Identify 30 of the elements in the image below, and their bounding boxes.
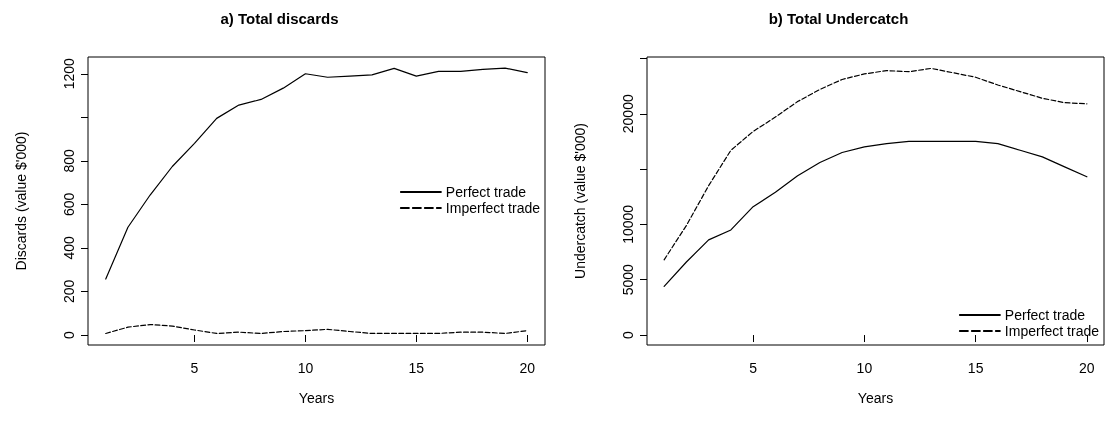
legend-label: Perfect trade	[445, 184, 527, 200]
x-tick-label: 15	[967, 360, 984, 376]
y-tick-label: 5000	[620, 263, 636, 296]
chart-title: a) Total discards	[220, 10, 339, 27]
x-tick-label: 10	[297, 360, 314, 376]
y-tick-label: 800	[61, 148, 77, 173]
y-tick-label: 400	[61, 236, 77, 260]
x-axis-title: Years	[857, 390, 894, 406]
y-tick-label: 0	[620, 330, 636, 339]
x-tick-label: 15	[408, 360, 425, 376]
x-tick-label: 5	[190, 360, 199, 376]
line-series	[663, 140, 1088, 287]
chart-title: b) Total Undercatch	[768, 10, 909, 27]
y-axis-title: Discards (value $'000)	[13, 131, 29, 271]
y-tick-label: 200	[61, 279, 77, 304]
x-tick-label: 5	[749, 360, 758, 376]
x-tick-label: 10	[856, 360, 873, 376]
line-series	[663, 67, 1088, 261]
y-tick-label: 20000	[620, 94, 636, 134]
x-tick-label: 20	[1079, 360, 1095, 376]
x-tick-label: 20	[519, 360, 536, 376]
legend-label: Imperfect trade	[445, 200, 541, 216]
y-tick-label: 600	[61, 192, 77, 217]
y-tick-label: 10000	[620, 204, 636, 244]
x-axis-title: Years	[298, 390, 335, 406]
y-tick-label: 0	[61, 330, 77, 339]
legend-label: Perfect trade	[1004, 307, 1086, 323]
y-tick-label: 1200	[61, 57, 77, 90]
legend-label: Imperfect trade	[1004, 323, 1100, 339]
y-axis-title: Undercatch (value $'000)	[572, 123, 588, 279]
